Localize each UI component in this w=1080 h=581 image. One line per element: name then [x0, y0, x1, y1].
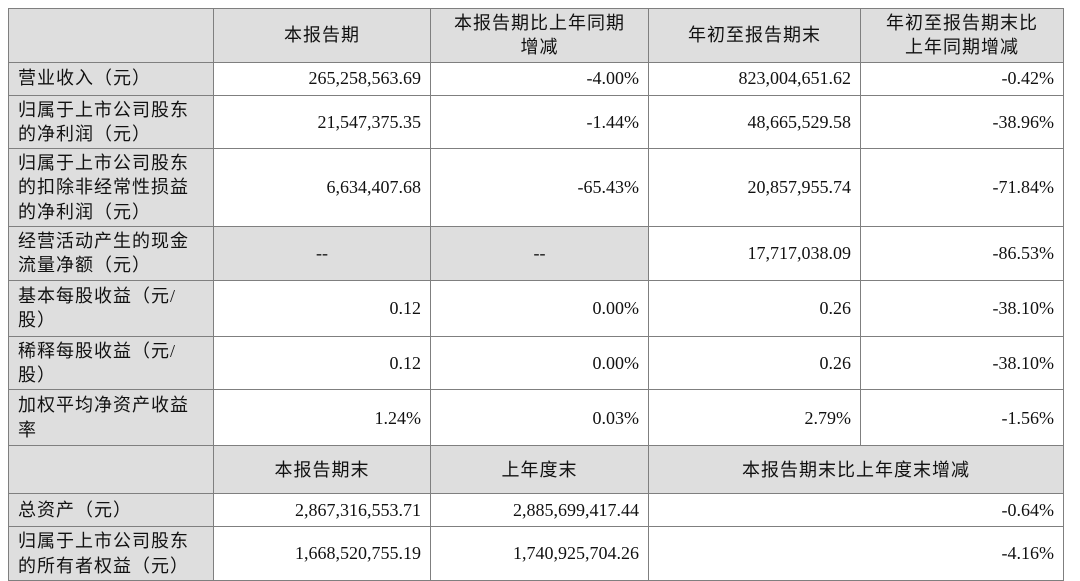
- cell-value: 20,857,955.74: [648, 148, 861, 228]
- cell-value: -4.00%: [430, 61, 649, 96]
- table-row-total-assets: 总资产（元） 2,867,316,553.71 2,885,699,417.44…: [8, 493, 1064, 528]
- table-row-basic-eps: 基本每股收益（元/股） 0.12 0.00% 0.26 -38.10%: [8, 279, 1064, 337]
- table-row-weighted-avg-roe: 加权平均净资产收益率 1.24% 0.03% 2.79% -1.56%: [8, 389, 1064, 447]
- cell-value: -4.16%: [648, 526, 1064, 581]
- row-label: 基本每股收益（元/股）: [8, 279, 214, 337]
- cell-value: 0.26: [648, 335, 861, 391]
- cell-value: 0.00%: [430, 279, 649, 337]
- cell-value: 0.00%: [430, 335, 649, 391]
- cell-value: -71.84%: [860, 148, 1064, 228]
- header-row-period-end: 本报告期末 上年度末 本报告期末比上年度末增减: [8, 445, 1064, 495]
- cell-value: -86.53%: [860, 226, 1064, 281]
- cell-value: 823,004,651.62: [648, 61, 861, 96]
- column-header-current-period: 本报告期: [213, 8, 431, 63]
- cell-value: 0.12: [213, 279, 431, 337]
- column-header-period-end: 本报告期末: [213, 445, 431, 495]
- column-header-blank: [8, 445, 214, 495]
- cell-value: --: [213, 226, 431, 281]
- cell-value: -65.43%: [430, 148, 649, 228]
- column-header-ytd-change: 年初至报告期末比上年同期增减: [860, 8, 1064, 63]
- table-row-net-profit-excl-nonrecurring: 归属于上市公司股东的扣除非经常性损益的净利润（元） 6,634,407.68 -…: [8, 148, 1064, 228]
- cell-value: 2,867,316,553.71: [213, 493, 431, 528]
- header-row-period: 本报告期 本报告期比上年同期增减 年初至报告期末 年初至报告期末比上年同期增减: [8, 8, 1064, 63]
- column-header-period-end-change: 本报告期末比上年度末增减: [648, 445, 1064, 495]
- cell-value: 1.24%: [213, 389, 431, 447]
- cell-value: 0.03%: [430, 389, 649, 447]
- cell-value: -1.56%: [860, 389, 1064, 447]
- cell-value: -1.44%: [430, 94, 649, 150]
- row-label: 总资产（元）: [8, 493, 214, 528]
- cell-value: -38.10%: [860, 335, 1064, 391]
- row-label: 归属于上市公司股东的所有者权益（元）: [8, 526, 214, 581]
- cell-value: 17,717,038.09: [648, 226, 861, 281]
- cell-value: 1,740,925,704.26: [430, 526, 649, 581]
- cell-value: -38.96%: [860, 94, 1064, 150]
- cell-value: 2,885,699,417.44: [430, 493, 649, 528]
- report-page: 本报告期 本报告期比上年同期增减 年初至报告期末 年初至报告期末比上年同期增减 …: [8, 8, 1064, 581]
- cell-value: -38.10%: [860, 279, 1064, 337]
- cell-value: 0.26: [648, 279, 861, 337]
- table-row-equity: 归属于上市公司股东的所有者权益（元） 1,668,520,755.19 1,74…: [8, 526, 1064, 581]
- table-row-net-profit: 归属于上市公司股东的净利润（元） 21,547,375.35 -1.44% 48…: [8, 94, 1064, 150]
- cell-value: 265,258,563.69: [213, 61, 431, 96]
- cell-value: 0.12: [213, 335, 431, 391]
- row-label: 营业收入（元）: [8, 61, 214, 96]
- column-header-blank: [8, 8, 214, 63]
- column-header-prev-year-end: 上年度末: [430, 445, 649, 495]
- cell-value: -0.64%: [648, 493, 1064, 528]
- table-row-operating-cash-flow: 经营活动产生的现金流量净额（元） -- -- 17,717,038.09 -86…: [8, 226, 1064, 281]
- column-header-ytd: 年初至报告期末: [648, 8, 861, 63]
- cell-value: --: [430, 226, 649, 281]
- financial-summary-table: 本报告期 本报告期比上年同期增减 年初至报告期末 年初至报告期末比上年同期增减 …: [8, 8, 1064, 581]
- cell-value: -0.42%: [860, 61, 1064, 96]
- cell-value: 2.79%: [648, 389, 861, 447]
- column-header-period-change: 本报告期比上年同期增减: [430, 8, 649, 63]
- row-label: 稀释每股收益（元/股）: [8, 335, 214, 391]
- row-label: 加权平均净资产收益率: [8, 389, 214, 447]
- cell-value: 6,634,407.68: [213, 148, 431, 228]
- row-label: 归属于上市公司股东的扣除非经常性损益的净利润（元）: [8, 148, 214, 228]
- table-row-diluted-eps: 稀释每股收益（元/股） 0.12 0.00% 0.26 -38.10%: [8, 335, 1064, 391]
- row-label: 归属于上市公司股东的净利润（元）: [8, 94, 214, 150]
- cell-value: 1,668,520,755.19: [213, 526, 431, 581]
- cell-value: 48,665,529.58: [648, 94, 861, 150]
- cell-value: 21,547,375.35: [213, 94, 431, 150]
- row-label: 经营活动产生的现金流量净额（元）: [8, 226, 214, 281]
- table-row-revenue: 营业收入（元） 265,258,563.69 -4.00% 823,004,65…: [8, 61, 1064, 96]
